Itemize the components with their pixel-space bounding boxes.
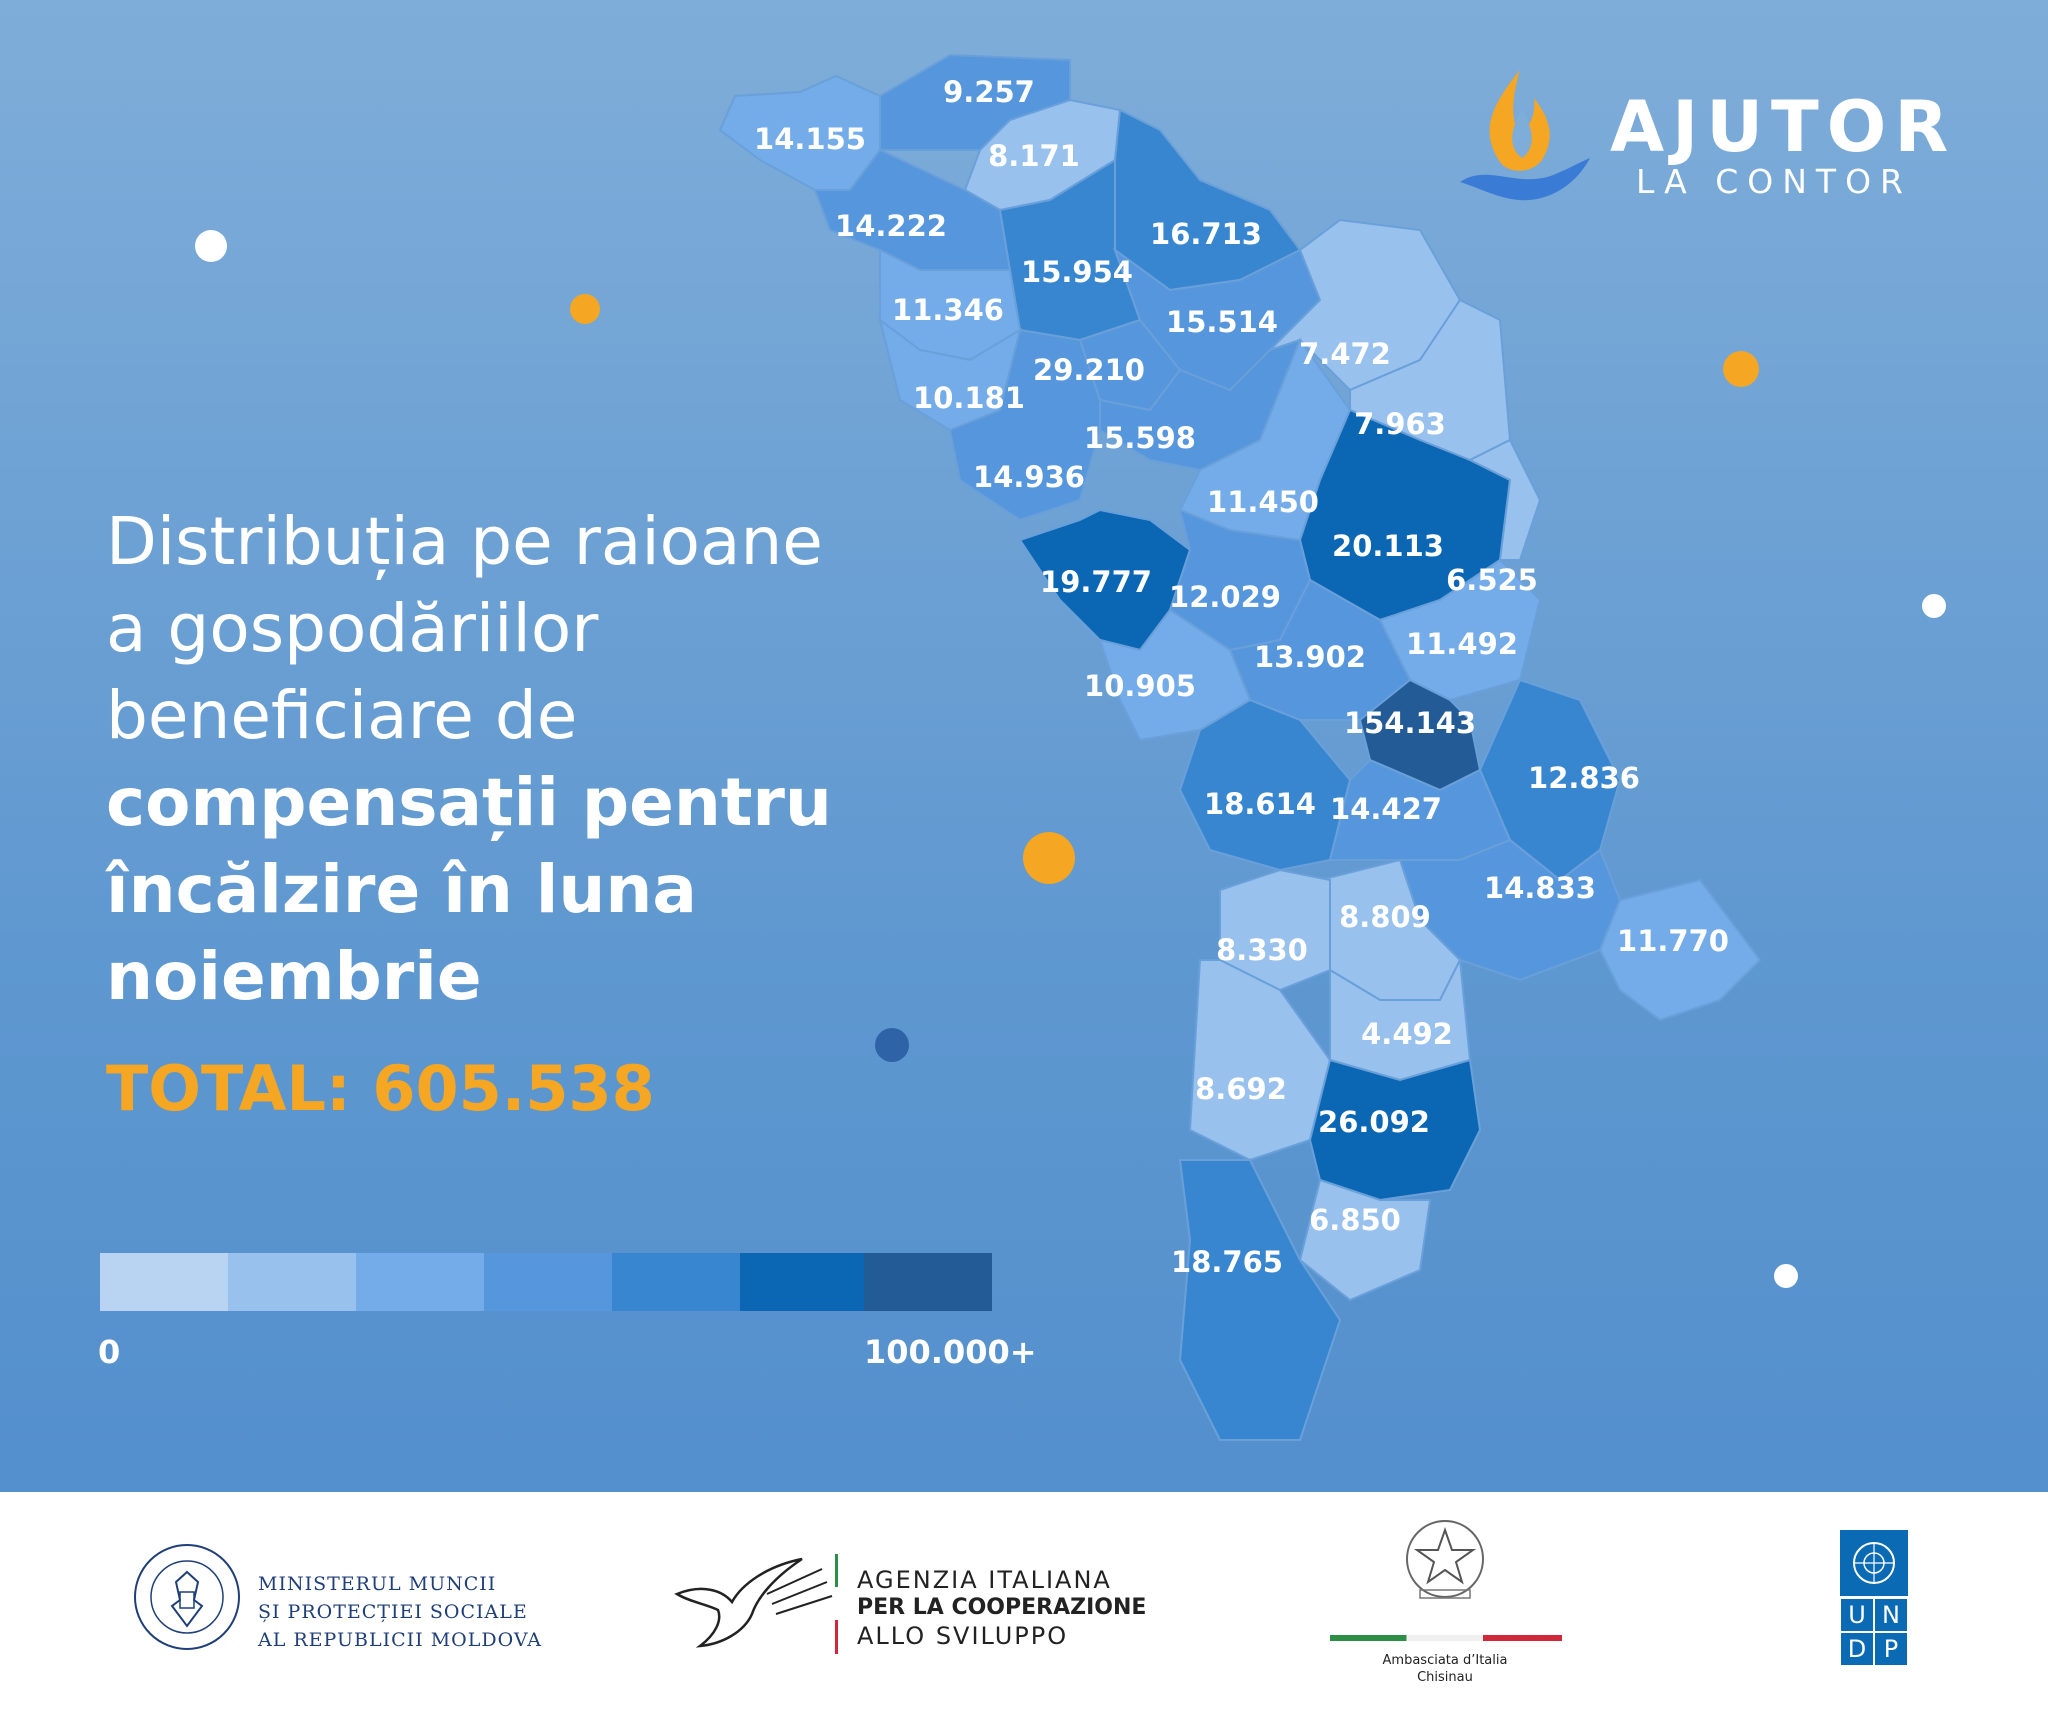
- district-shape: [1598, 878, 1762, 1022]
- district-value-label: 16.713: [1150, 217, 1262, 251]
- embassy-line: Chisinau: [1417, 1670, 1473, 1685]
- decor-dot-white: [1922, 594, 1946, 618]
- region-shapes: [718, 53, 1762, 1441]
- decor-dot-white: [195, 230, 227, 262]
- aics-name: AGENZIA ITALIANA PER LA COOPERAZIONE ALL…: [857, 1566, 1146, 1650]
- district-value-label: 8.171: [988, 139, 1080, 173]
- moldova-government-seal-icon: [134, 1544, 240, 1650]
- district-value-label: 10.181: [913, 381, 1025, 415]
- legend-swatch: [356, 1253, 484, 1311]
- district-value-label: 26.092: [1318, 1105, 1430, 1139]
- district-value-label: 8.692: [1195, 1072, 1287, 1106]
- embassy-name: Ambasciata d’Italia Chisinau: [1345, 1652, 1545, 1686]
- district-value-label: 11.346: [892, 293, 1004, 327]
- aics-line: PER LA COOPERAZIONE: [857, 1595, 1147, 1620]
- embassy-flag-bar: [1330, 1635, 1562, 1641]
- district-shape: [948, 328, 1101, 522]
- decor-dot-orange: [1023, 832, 1075, 884]
- headline-bold-line: încălzire în luna: [106, 851, 697, 928]
- headline: Distribuția pe raioane a gospodăriilor b…: [106, 498, 832, 1020]
- ministry-line: ȘI PROTECȚIEI SOCIALE: [258, 1601, 528, 1623]
- district-shape: [1178, 1159, 1342, 1441]
- legend-min-label: 0: [98, 1333, 121, 1371]
- legend-swatch: [484, 1253, 612, 1311]
- district-value-label: 11.450: [1207, 485, 1319, 519]
- legend-swatch: [612, 1253, 740, 1311]
- undp-letter: N: [1875, 1599, 1907, 1631]
- partner-footer: MINISTERUL MUNCII ȘI PROTECȚIEI SOCIALE …: [0, 1492, 2048, 1717]
- district-value-label: 12.836: [1528, 761, 1640, 795]
- legend-swatch: [100, 1253, 228, 1311]
- district-value-label: 11.492: [1406, 627, 1518, 661]
- district-value-label: 18.614: [1204, 787, 1316, 821]
- ministry-name: MINISTERUL MUNCII ȘI PROTECȚIEI SOCIALE …: [258, 1570, 542, 1654]
- undp-letter: P: [1875, 1633, 1907, 1665]
- district-value-label: 8.809: [1339, 900, 1431, 934]
- total-count: TOTAL: 605.538: [106, 1052, 655, 1125]
- italy-flag-stripe: [835, 1554, 838, 1654]
- district-value-label: 20.113: [1332, 529, 1444, 563]
- district-value-label: 18.765: [1171, 1245, 1283, 1279]
- ajutor-flame-logo-icon: [1460, 70, 1590, 201]
- un-emblem-icon: [1840, 1530, 1908, 1596]
- district-value-label: 6.850: [1309, 1203, 1401, 1237]
- aics-line: AGENZIA ITALIANA: [857, 1566, 1112, 1594]
- brand-title: AJUTOR: [1610, 86, 1957, 168]
- legend-swatch: [740, 1253, 864, 1311]
- undp-letter: U: [1841, 1599, 1873, 1631]
- decor-dot-blue: [875, 1028, 909, 1062]
- district-value-label: 7.963: [1354, 407, 1446, 441]
- decor-dot-orange: [1723, 351, 1759, 387]
- district-value-label: 15.514: [1166, 305, 1278, 339]
- district-value-label: 12.029: [1169, 580, 1281, 614]
- headline-line: beneficiare de: [106, 677, 578, 754]
- embassy-line: Ambasciata d’Italia: [1382, 1653, 1508, 1668]
- district-value-label: 4.492: [1361, 1017, 1453, 1051]
- decor-dot-orange: [570, 294, 600, 324]
- brand-tagline: LA CONTOR: [1636, 162, 1912, 201]
- district-value-label: 14.222: [835, 209, 947, 243]
- district-value-label: 13.902: [1254, 640, 1366, 674]
- headline-bold-line: compensații pentru: [106, 764, 832, 841]
- district-value-label: 14.936: [973, 460, 1085, 494]
- ministry-line: AL REPUBLICII MOLDOVA: [258, 1629, 542, 1651]
- district-value-label: 8.330: [1216, 933, 1308, 967]
- district-value-label: 6.525: [1446, 563, 1538, 597]
- undp-logo: U ND P: [1840, 1530, 1908, 1666]
- legend-swatch: [228, 1253, 356, 1311]
- legend-max-label: 100.000+: [864, 1333, 1037, 1371]
- aics-line: ALLO SVILUPPO: [857, 1622, 1069, 1650]
- district-value-label: 14.155: [754, 122, 866, 156]
- aics-dove-logo-icon: [674, 1557, 833, 1648]
- color-legend: [100, 1253, 992, 1311]
- district-shape: [1188, 959, 1332, 1162]
- district-value-label: 7.472: [1299, 337, 1391, 371]
- district-value-label: 10.905: [1084, 669, 1196, 703]
- district-value-label: 9.257: [943, 75, 1035, 109]
- undp-letter: D: [1841, 1633, 1873, 1665]
- district-value-label: 14.427: [1330, 792, 1442, 826]
- headline-line: a gospodăriilor: [106, 590, 599, 667]
- decor-dot-white: [1774, 1264, 1798, 1288]
- district-value-label: 19.777: [1040, 565, 1152, 599]
- headline-line: Distribuția pe raioane: [106, 503, 823, 580]
- district-value-label: 11.770: [1617, 924, 1729, 958]
- legend-swatch: [864, 1253, 992, 1311]
- district-value-label: 14.833: [1484, 871, 1596, 905]
- headline-bold-line: noiembrie: [106, 938, 482, 1015]
- district-value-label: 15.598: [1084, 421, 1196, 455]
- italy-emblem-icon: [1406, 1520, 1484, 1599]
- district-shape: [1298, 1178, 1432, 1302]
- ministry-line: MINISTERUL MUNCII: [258, 1573, 497, 1595]
- district-value-label: 154.143: [1343, 706, 1477, 740]
- district-value-label: 15.954: [1021, 255, 1133, 289]
- district-shape: [1467, 438, 1542, 561]
- district-value-label: 29.210: [1033, 353, 1145, 387]
